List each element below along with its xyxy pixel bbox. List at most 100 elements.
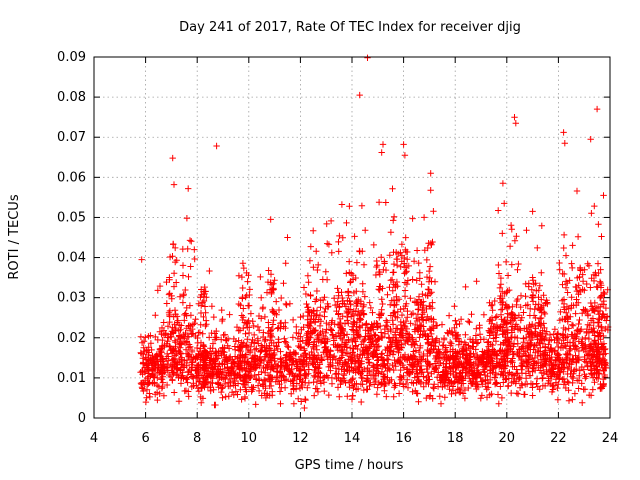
data-point [386, 252, 393, 259]
data-point [453, 373, 460, 380]
data-point [258, 347, 265, 354]
data-point [529, 392, 536, 399]
data-point [343, 331, 351, 338]
data-point [427, 303, 434, 310]
data-point [569, 379, 576, 387]
data-point [390, 217, 397, 224]
data-point [588, 307, 596, 314]
data-point [256, 355, 263, 363]
data-point [573, 187, 581, 195]
data-point [304, 334, 311, 341]
data-point [348, 396, 356, 403]
data-point [288, 390, 295, 397]
data-point [564, 289, 571, 296]
data-point [426, 274, 433, 282]
data-point [341, 320, 349, 327]
data-point [356, 247, 363, 255]
data-point [426, 263, 434, 270]
data-point [255, 312, 263, 320]
data-point [437, 400, 445, 407]
data-point [246, 286, 253, 293]
data-point [427, 341, 435, 349]
data-point [575, 338, 582, 345]
data-point [301, 395, 309, 403]
data-point [257, 273, 264, 281]
data-point [170, 270, 178, 277]
data-point [428, 323, 436, 331]
data-point [219, 344, 226, 351]
data-point [498, 394, 506, 402]
data-point [182, 286, 189, 294]
data-point [378, 368, 386, 375]
data-point [524, 301, 531, 308]
data-point [340, 363, 347, 370]
data-point [180, 292, 187, 299]
data-point [276, 388, 284, 395]
data-point [440, 360, 447, 367]
data-point [327, 367, 334, 374]
data-point [409, 215, 416, 222]
data-point [195, 388, 203, 395]
data-point [598, 383, 606, 391]
data-point [577, 267, 584, 274]
data-point [527, 342, 534, 349]
data-point [425, 278, 433, 285]
data-point [561, 140, 568, 147]
data-point [267, 373, 275, 381]
data-point [175, 398, 183, 405]
data-point [359, 288, 367, 295]
data-point [181, 339, 189, 346]
data-point [483, 386, 490, 393]
data-point [324, 374, 332, 381]
data-point [574, 355, 581, 363]
data-point [271, 277, 278, 284]
data-point [416, 344, 424, 352]
data-point [494, 352, 501, 359]
data-point [220, 331, 227, 339]
data-point [597, 266, 604, 273]
data-point [417, 366, 424, 373]
data-point [226, 311, 233, 318]
data-point [493, 379, 500, 386]
data-point [289, 334, 297, 341]
data-point [286, 353, 293, 360]
data-point [251, 331, 258, 339]
data-point [564, 313, 571, 320]
data-point [402, 323, 409, 331]
data-point [469, 343, 476, 350]
data-point [338, 201, 346, 208]
data-point [265, 267, 272, 274]
data-point [322, 268, 329, 275]
data-point [259, 343, 266, 351]
data-point [264, 278, 272, 286]
data-point [403, 280, 411, 288]
data-point [290, 376, 297, 384]
data-point [575, 299, 582, 306]
data-point [346, 297, 353, 305]
data-point [185, 273, 192, 280]
data-point [374, 336, 381, 343]
data-point [335, 374, 342, 381]
data-point [344, 367, 351, 374]
data-point [576, 367, 583, 374]
data-point [414, 370, 421, 378]
data-point [241, 359, 249, 367]
data-point [522, 293, 529, 300]
data-point [547, 357, 554, 364]
data-point [167, 373, 175, 380]
data-point [152, 312, 159, 319]
data-point [237, 352, 244, 360]
data-point [392, 363, 399, 370]
data-point [307, 291, 314, 299]
data-point [208, 303, 216, 310]
chart-title: Day 241 of 2017, Rate Of TEC Index for r… [179, 20, 521, 35]
data-point [513, 233, 520, 240]
data-point [469, 370, 476, 378]
data-point [288, 361, 296, 369]
data-point [407, 295, 414, 302]
data-point [203, 294, 210, 301]
data-point [246, 349, 254, 356]
data-point [390, 260, 398, 268]
data-point [267, 271, 275, 278]
data-point [520, 309, 527, 316]
